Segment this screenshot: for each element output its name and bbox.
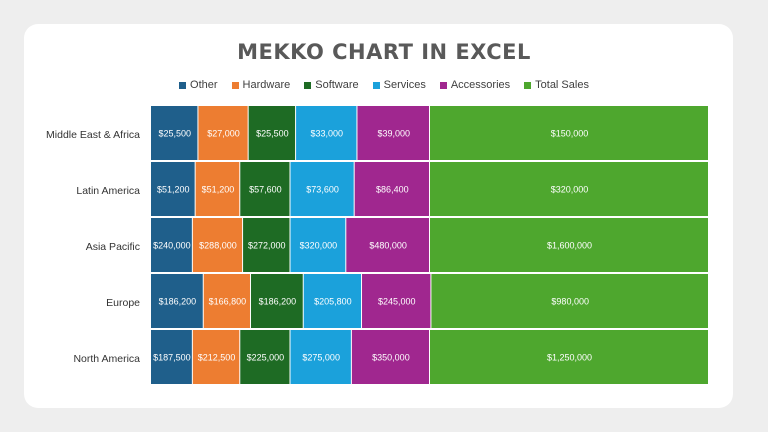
segment-value-label: $320,000 (300, 240, 338, 250)
segment-hardware (192, 330, 240, 384)
row-label: Asia Pacific (86, 241, 140, 253)
segment-value-label: $212,500 (198, 352, 236, 362)
legend-swatch (231, 81, 239, 89)
segment-total-sales (431, 274, 708, 328)
legend-swatch (179, 81, 187, 89)
segment-other (151, 162, 195, 216)
segment-value-label: $39,000 (377, 128, 410, 138)
row-label: Latin America (76, 185, 140, 197)
row-label: North America (73, 353, 140, 365)
segment-value-label: $350,000 (372, 352, 410, 362)
segment-value-label: $480,000 (369, 240, 407, 250)
segment-value-label: $33,000 (310, 128, 343, 138)
segment-value-label: $225,000 (247, 352, 285, 362)
segment-value-label: $25,500 (158, 128, 191, 138)
segment-value-label: $980,000 (551, 296, 589, 306)
legend-item-hardware: Hardware (231, 79, 291, 91)
segment-value-label: $73,600 (306, 184, 339, 194)
segment-value-label: $150,000 (551, 128, 589, 138)
segment-other (151, 330, 192, 384)
segment-value-label: $166,800 (209, 296, 247, 306)
segment-accessories (354, 162, 429, 216)
segment-value-label: $186,200 (159, 296, 197, 306)
segment-value-label: $57,600 (249, 184, 282, 194)
segment-value-label: $205,800 (314, 296, 352, 306)
row-label: Middle East & Africa (46, 129, 140, 141)
segment-software (243, 218, 290, 272)
legend-label: Hardware (242, 79, 291, 91)
legend-label: Other (190, 79, 218, 91)
segment-accessories (346, 218, 429, 272)
legend-item-services: Services (372, 79, 426, 91)
segment-value-label: $288,000 (199, 240, 237, 250)
segment-hardware (198, 106, 248, 160)
legend-label: Total Sales (535, 79, 589, 91)
legend-label: Services (383, 79, 426, 91)
segment-total-sales (430, 106, 708, 160)
segment-services (290, 330, 351, 384)
chart-title: MEKKO CHART IN EXCEL (237, 40, 531, 64)
segment-services (290, 218, 346, 272)
segment-value-label: $51,200 (202, 184, 235, 194)
segment-value-label: $27,000 (207, 128, 240, 138)
legend-item-other: Other (179, 79, 218, 91)
segment-value-label: $1,250,000 (547, 352, 592, 362)
segment-value-label: $320,000 (551, 184, 589, 194)
segment-software (240, 330, 290, 384)
segment-services (303, 274, 362, 328)
segment-value-label: $275,000 (302, 352, 340, 362)
segment-value-label: $240,000 (153, 240, 191, 250)
legend-swatch (524, 81, 532, 89)
segment-hardware (203, 274, 250, 328)
segment-hardware (192, 218, 243, 272)
segment-other (151, 106, 198, 160)
segment-value-label: $51,200 (157, 184, 190, 194)
segment-total-sales (430, 330, 708, 384)
legend-label: Software (315, 79, 359, 91)
segment-hardware (195, 162, 240, 216)
segment-total-sales (430, 162, 708, 216)
segment-services (290, 162, 354, 216)
segment-value-label: $86,400 (376, 184, 409, 194)
legend-swatch (372, 81, 380, 89)
segment-value-label: $1,600,000 (547, 240, 592, 250)
segment-value-label: $25,500 (256, 128, 289, 138)
segment-accessories (362, 274, 431, 328)
segment-value-label: $272,000 (248, 240, 286, 250)
segment-software (250, 274, 303, 328)
row-label: Europe (106, 297, 140, 309)
segment-other (151, 218, 192, 272)
segment-software (240, 162, 290, 216)
legend-item-total-sales: Total Sales (524, 79, 589, 91)
segment-value-label: $186,200 (259, 296, 297, 306)
legend-item-software: Software (304, 79, 359, 91)
chart-legend: Other Hardware Software Services Accessories… (0, 79, 768, 91)
segment-services (296, 106, 357, 160)
segment-accessories (351, 330, 429, 384)
legend-item-accessories: Accessories (439, 79, 511, 91)
legend-swatch (304, 81, 312, 89)
segment-value-label: $245,000 (378, 296, 416, 306)
legend-label: Accessories (450, 79, 511, 91)
segment-software (248, 106, 296, 160)
legend-swatch (439, 81, 447, 89)
segment-value-label: $187,500 (153, 352, 191, 362)
segment-accessories (357, 106, 429, 160)
segment-other (151, 274, 203, 328)
segment-total-sales (430, 218, 708, 272)
